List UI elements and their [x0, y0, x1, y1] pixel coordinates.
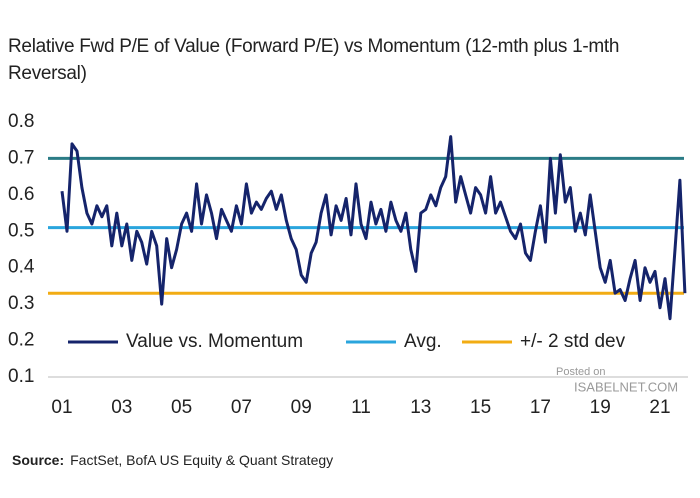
x-tick-label: 09 — [291, 397, 312, 418]
legend-label: +/- 2 std dev — [520, 331, 626, 352]
x-tick-label: 07 — [231, 397, 252, 418]
watermark: ISABELNET.COM — [574, 379, 678, 394]
x-tick-label: 03 — [111, 397, 132, 418]
y-tick-label: 0.3 — [8, 293, 34, 314]
x-tick-label: 05 — [171, 397, 192, 418]
x-tick-label: 01 — [51, 397, 72, 418]
watermark: Posted on — [556, 366, 606, 378]
source-label: Source: — [12, 452, 65, 468]
x-tick-label: 13 — [410, 397, 431, 418]
x-tick-label: 17 — [530, 397, 551, 418]
chart-title: Relative Fwd P/E of Value (Forward P/E) … — [8, 36, 620, 84]
y-tick-label: 0.6 — [8, 184, 34, 205]
legend-label: Value vs. Momentum — [126, 331, 303, 352]
y-tick-label: 0.2 — [8, 330, 34, 351]
source: Source: FactSet, BofA US Equity & Quant S… — [12, 452, 333, 468]
y-tick-label: 0.5 — [8, 220, 34, 241]
legend-label: Avg. — [404, 331, 442, 352]
y-tick-label: 0.7 — [8, 147, 34, 168]
y-tick-label: 0.8 — [8, 111, 34, 132]
data-line — [60, 135, 687, 321]
y-tick-label: 0.4 — [8, 257, 35, 278]
x-tick-label: 19 — [590, 397, 611, 418]
x-tick-label: 21 — [649, 397, 670, 418]
source-text: FactSet, BofA US Equity & Quant Strategy — [70, 452, 334, 468]
y-tick-label: 0.1 — [8, 366, 34, 387]
x-tick-label: 15 — [470, 397, 491, 418]
x-tick-label: 11 — [351, 397, 371, 418]
